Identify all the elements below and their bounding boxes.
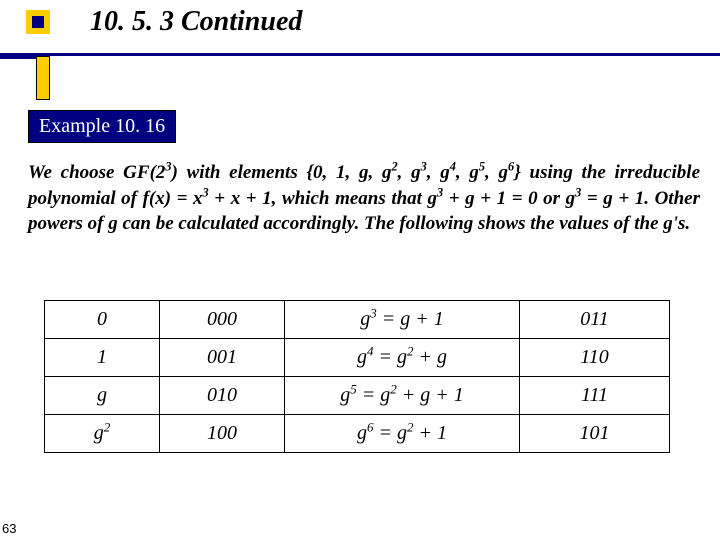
cell-power: g2 bbox=[45, 415, 160, 453]
bullet-icon bbox=[26, 10, 50, 34]
page-number: 63 bbox=[2, 521, 16, 536]
cell-binary: 001 bbox=[160, 339, 285, 377]
section-title: 10. 5. 3 Continued bbox=[90, 6, 302, 38]
cell-binary2: 011 bbox=[520, 301, 670, 339]
cell-power: 0 bbox=[45, 301, 160, 339]
cell-binary: 000 bbox=[160, 301, 285, 339]
cell-power: 1 bbox=[45, 339, 160, 377]
table-row: 0000g3 = g + 1011 bbox=[45, 301, 670, 339]
cell-binary2: 101 bbox=[520, 415, 670, 453]
table-row: g010g5 = g2 + g + 1111 bbox=[45, 377, 670, 415]
cell-binary: 010 bbox=[160, 377, 285, 415]
table-row: g2100g6 = g2 + 1101 bbox=[45, 415, 670, 453]
accent-block bbox=[36, 56, 50, 100]
table-body: 0000g3 = g + 10111001g4 = g2 + g110g010g… bbox=[45, 301, 670, 453]
example-label: Example 10. 16 bbox=[28, 110, 176, 143]
title-bar: 10. 5. 3 Continued bbox=[0, 0, 720, 56]
cell-binary2: 111 bbox=[520, 377, 670, 415]
cell-poly: g4 = g2 + g bbox=[285, 339, 520, 377]
cell-poly: g5 = g2 + g + 1 bbox=[285, 377, 520, 415]
body-paragraph: We choose GF(23) with elements {0, 1, g,… bbox=[28, 160, 700, 237]
values-table: 0000g3 = g + 10111001g4 = g2 + g110g010g… bbox=[44, 300, 670, 453]
cell-power: g bbox=[45, 377, 160, 415]
cell-poly: g3 = g + 1 bbox=[285, 301, 520, 339]
cell-binary2: 110 bbox=[520, 339, 670, 377]
cell-binary: 100 bbox=[160, 415, 285, 453]
cell-poly: g6 = g2 + 1 bbox=[285, 415, 520, 453]
accent-line bbox=[0, 56, 36, 59]
table-row: 1001g4 = g2 + g110 bbox=[45, 339, 670, 377]
